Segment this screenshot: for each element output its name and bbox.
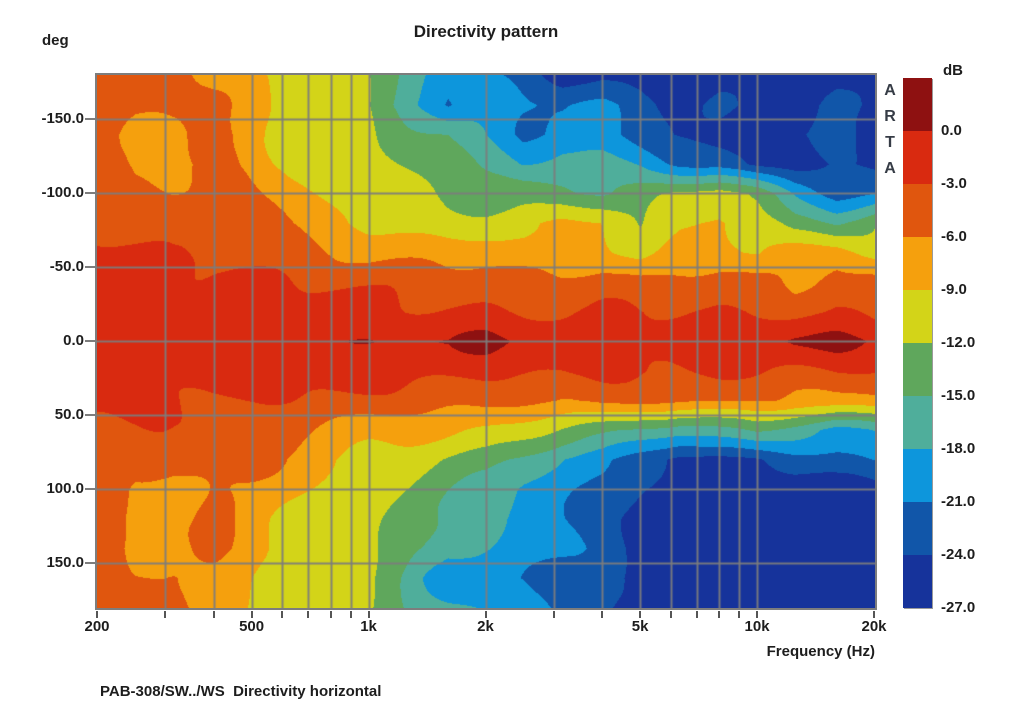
colorbar-tick-label: -27.0 [941, 599, 976, 616]
x-axis-tick-mark [307, 611, 310, 618]
x-axis-tick-label: 200 [84, 618, 110, 635]
x-axis-tick-mark [601, 611, 604, 618]
x-axis-tick-mark [349, 611, 352, 618]
y-axis-tick-label: 100.0 [46, 479, 84, 497]
y-axis-tick-mark [85, 561, 95, 564]
colorbar-segment [903, 237, 932, 290]
arta-watermark-letter: A [884, 160, 896, 177]
x-axis-tick-label: 10k [744, 618, 770, 635]
arta-watermark-letter: A [884, 82, 896, 99]
colorbar-unit-label: dB [943, 62, 963, 79]
x-axis-tick-mark [552, 611, 555, 618]
colorbar-tick-label: -12.0 [941, 334, 976, 351]
x-axis-tick-mark [873, 611, 875, 618]
y-axis-tick-mark [85, 118, 95, 121]
colorbar-segment [903, 449, 932, 502]
x-axis-tick-mark [281, 611, 284, 618]
y-axis-tick-label: 0.0 [63, 332, 84, 349]
x-axis-tick-mark [164, 611, 167, 618]
y-axis-tick-mark [85, 266, 95, 269]
x-axis-tick-mark [718, 611, 721, 618]
chart-title: Directivity pattern [413, 22, 559, 41]
y-axis-tick-label: -50.0 [49, 258, 84, 276]
x-axis-tick-mark [639, 611, 642, 618]
colorbar-segment [903, 396, 932, 449]
x-axis-tick-mark [756, 611, 759, 618]
colorbar [903, 78, 932, 608]
x-axis-tick-mark [695, 611, 698, 618]
colorbar-tick-label: -6.0 [941, 228, 967, 245]
x-axis-tick-label: 5k [631, 618, 649, 635]
x-axis-tick-label: 2k [477, 618, 494, 635]
y-axis-tick-label: 50.0 [54, 405, 84, 423]
y-axis-tick-mark [85, 340, 95, 342]
y-axis-tick-mark [85, 487, 95, 490]
y-axis-tick-label: -150.0 [41, 110, 84, 128]
colorbar-tick-label: -15.0 [941, 387, 976, 404]
colorbar-segment [903, 290, 932, 343]
colorbar-segment [903, 502, 932, 555]
colorbar-tick-label: 0.0 [941, 122, 962, 139]
plot-area [95, 73, 877, 610]
y-axis-tick-mark [85, 413, 95, 416]
x-axis-tick-mark [669, 611, 672, 618]
x-axis-tick-mark [329, 611, 332, 618]
x-axis-tick-mark [96, 611, 98, 618]
colorbar-segment [903, 78, 932, 131]
arta-watermark-letter: T [885, 134, 895, 151]
x-axis-tick-label: 20k [861, 618, 887, 635]
x-axis-tick-label: 1k [360, 618, 377, 635]
x-axis-tick-mark [738, 611, 741, 618]
arta-watermark-letter: R [884, 108, 896, 125]
colorbar-segment [903, 184, 932, 237]
colorbar-segment [903, 131, 932, 184]
colorbar-tick-label: -3.0 [941, 175, 967, 192]
x-axis-tick-mark [250, 611, 253, 618]
x-axis-tick-mark [484, 611, 487, 618]
directivity-heatmap [97, 75, 875, 608]
y-axis-tick-label: 150.0 [46, 553, 84, 571]
x-axis-title: Frequency (Hz) [766, 643, 875, 660]
x-axis-tick-label: 500 [239, 618, 265, 635]
caption: PAB-308/SW../WS Directivity horizontal [100, 683, 382, 700]
colorbar-tick-label: -9.0 [941, 281, 967, 298]
y-axis-unit-label: deg [42, 32, 69, 49]
colorbar-tick-label: -24.0 [941, 546, 976, 563]
x-axis-tick-mark [212, 611, 215, 618]
colorbar-tick-label: -21.0 [941, 493, 976, 510]
y-axis-tick-mark [85, 192, 95, 195]
colorbar-tick-label: -18.0 [941, 440, 976, 457]
y-axis-tick-label: -100.0 [41, 184, 84, 202]
colorbar-segment [903, 555, 932, 608]
x-axis-tick-mark [367, 611, 370, 618]
colorbar-segment [903, 343, 932, 396]
